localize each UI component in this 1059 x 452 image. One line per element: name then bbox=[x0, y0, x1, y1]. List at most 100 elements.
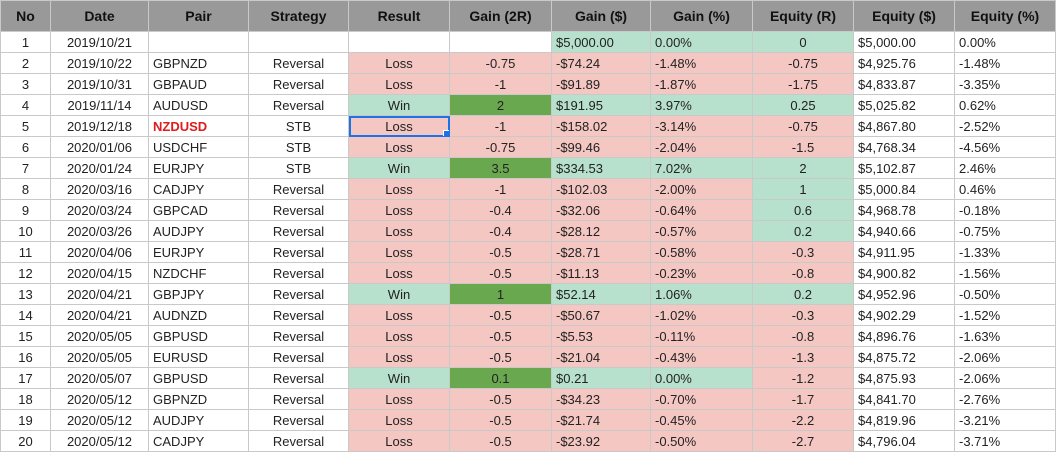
cell-equity-r[interactable]: 2 bbox=[752, 157, 854, 179]
cell-no[interactable]: 20 bbox=[0, 430, 51, 452]
cell-pair[interactable]: GBPUSD bbox=[148, 367, 249, 389]
cell-gain-pct[interactable]: -0.45% bbox=[650, 409, 753, 431]
fill-handle[interactable] bbox=[443, 130, 449, 136]
cell-date[interactable]: 2020/04/15 bbox=[50, 262, 149, 284]
col-header-equity-usd[interactable]: Equity ($) bbox=[853, 0, 955, 32]
cell-equity-usd[interactable]: $5,000.00 bbox=[853, 31, 955, 53]
cell-equity-pct[interactable]: 0.62% bbox=[954, 94, 1056, 116]
cell-equity-r[interactable]: -1.2 bbox=[752, 367, 854, 389]
cell-equity-usd[interactable]: $4,867.80 bbox=[853, 115, 955, 137]
cell-gain-r[interactable]: 3.5 bbox=[449, 157, 552, 179]
cell-equity-usd[interactable]: $4,896.76 bbox=[853, 325, 955, 347]
cell-result[interactable]: Loss bbox=[348, 388, 450, 410]
cell-gain-pct[interactable]: -0.43% bbox=[650, 346, 753, 368]
cell-result[interactable]: Win bbox=[348, 367, 450, 389]
cell-equity-usd[interactable]: $4,833.87 bbox=[853, 73, 955, 95]
cell-result[interactable]: Loss bbox=[348, 409, 450, 431]
cell-equity-r[interactable]: 0 bbox=[752, 31, 854, 53]
cell-gain-pct[interactable]: -1.02% bbox=[650, 304, 753, 326]
cell-gain-pct[interactable]: 7.02% bbox=[650, 157, 753, 179]
cell-gain-pct[interactable]: -0.57% bbox=[650, 220, 753, 242]
cell-gain-pct[interactable]: -0.23% bbox=[650, 262, 753, 284]
cell-equity-pct[interactable]: 0.00% bbox=[954, 31, 1056, 53]
cell-no[interactable]: 18 bbox=[0, 388, 51, 410]
cell-equity-r[interactable]: 0.2 bbox=[752, 220, 854, 242]
cell-gain-pct[interactable]: -3.14% bbox=[650, 115, 753, 137]
cell-pair[interactable]: NZDUSD bbox=[148, 115, 249, 137]
cell-gain-r[interactable]: -1 bbox=[449, 115, 552, 137]
cell-date[interactable]: 2020/03/16 bbox=[50, 178, 149, 200]
cell-gain-r[interactable]: -0.4 bbox=[449, 199, 552, 221]
cell-no[interactable]: 8 bbox=[0, 178, 51, 200]
cell-gain-usd[interactable]: -$32.06 bbox=[551, 199, 651, 221]
cell-equity-usd[interactable]: $5,000.84 bbox=[853, 178, 955, 200]
col-header-no[interactable]: No bbox=[0, 0, 51, 32]
cell-gain-usd[interactable]: -$11.13 bbox=[551, 262, 651, 284]
cell-pair[interactable]: USDCHF bbox=[148, 136, 249, 158]
cell-gain-pct[interactable]: -0.58% bbox=[650, 241, 753, 263]
cell-date[interactable]: 2020/05/05 bbox=[50, 325, 149, 347]
col-header-gain-r[interactable]: Gain (2R) bbox=[449, 0, 552, 32]
cell-gain-usd[interactable]: $191.95 bbox=[551, 94, 651, 116]
cell-date[interactable]: 2019/10/21 bbox=[50, 31, 149, 53]
cell-equity-usd[interactable]: $4,796.04 bbox=[853, 430, 955, 452]
cell-date[interactable]: 2020/04/21 bbox=[50, 283, 149, 305]
cell-pair[interactable]: CADJPY bbox=[148, 430, 249, 452]
cell-equity-pct[interactable]: -4.56% bbox=[954, 136, 1056, 158]
cell-no[interactable]: 1 bbox=[0, 31, 51, 53]
cell-pair[interactable]: EURJPY bbox=[148, 241, 249, 263]
cell-no[interactable]: 2 bbox=[0, 52, 51, 74]
cell-equity-pct[interactable]: -0.75% bbox=[954, 220, 1056, 242]
cell-result[interactable]: Loss bbox=[348, 73, 450, 95]
cell-strategy[interactable]: Reversal bbox=[248, 220, 349, 242]
cell-equity-pct[interactable]: -2.76% bbox=[954, 388, 1056, 410]
cell-equity-pct[interactable]: -1.33% bbox=[954, 241, 1056, 263]
cell-result[interactable]: Win bbox=[348, 283, 450, 305]
cell-equity-r[interactable]: -1.7 bbox=[752, 388, 854, 410]
cell-equity-usd[interactable]: $5,025.82 bbox=[853, 94, 955, 116]
cell-gain-usd[interactable]: -$102.03 bbox=[551, 178, 651, 200]
cell-equity-usd[interactable]: $4,925.76 bbox=[853, 52, 955, 74]
cell-gain-pct[interactable]: -0.11% bbox=[650, 325, 753, 347]
cell-date[interactable]: 2020/04/21 bbox=[50, 304, 149, 326]
cell-gain-r[interactable]: 2 bbox=[449, 94, 552, 116]
cell-gain-usd[interactable]: -$50.67 bbox=[551, 304, 651, 326]
cell-equity-pct[interactable]: -2.52% bbox=[954, 115, 1056, 137]
cell-gain-r[interactable]: -0.5 bbox=[449, 262, 552, 284]
cell-gain-pct[interactable]: -0.64% bbox=[650, 199, 753, 221]
cell-date[interactable]: 2020/05/12 bbox=[50, 409, 149, 431]
col-header-equity-r[interactable]: Equity (R) bbox=[752, 0, 854, 32]
cell-result[interactable]: Loss bbox=[348, 241, 450, 263]
cell-gain-r[interactable]: -0.5 bbox=[449, 388, 552, 410]
cell-date[interactable]: 2020/05/07 bbox=[50, 367, 149, 389]
cell-gain-usd[interactable]: -$34.23 bbox=[551, 388, 651, 410]
cell-equity-usd[interactable]: $4,902.29 bbox=[853, 304, 955, 326]
cell-no[interactable]: 7 bbox=[0, 157, 51, 179]
cell-date[interactable]: 2020/03/24 bbox=[50, 199, 149, 221]
cell-no[interactable]: 17 bbox=[0, 367, 51, 389]
cell-equity-usd[interactable]: $4,900.82 bbox=[853, 262, 955, 284]
cell-strategy[interactable]: Reversal bbox=[248, 304, 349, 326]
cell-no[interactable]: 13 bbox=[0, 283, 51, 305]
cell-equity-r[interactable]: -1.75 bbox=[752, 73, 854, 95]
cell-equity-usd[interactable]: $4,968.78 bbox=[853, 199, 955, 221]
cell-equity-pct[interactable]: -1.56% bbox=[954, 262, 1056, 284]
cell-gain-pct[interactable]: -1.48% bbox=[650, 52, 753, 74]
cell-result[interactable]: Win bbox=[348, 94, 450, 116]
cell-gain-r[interactable]: -0.5 bbox=[449, 346, 552, 368]
cell-equity-pct[interactable]: -1.63% bbox=[954, 325, 1056, 347]
cell-no[interactable]: 14 bbox=[0, 304, 51, 326]
cell-date[interactable]: 2019/10/22 bbox=[50, 52, 149, 74]
cell-gain-pct[interactable]: 1.06% bbox=[650, 283, 753, 305]
cell-equity-pct[interactable]: 0.46% bbox=[954, 178, 1056, 200]
cell-no[interactable]: 16 bbox=[0, 346, 51, 368]
cell-gain-usd[interactable]: -$5.53 bbox=[551, 325, 651, 347]
cell-pair[interactable]: CADJPY bbox=[148, 178, 249, 200]
cell-equity-usd[interactable]: $4,875.72 bbox=[853, 346, 955, 368]
cell-equity-usd[interactable]: $5,102.87 bbox=[853, 157, 955, 179]
cell-gain-pct[interactable]: -1.87% bbox=[650, 73, 753, 95]
cell-strategy[interactable]: Reversal bbox=[248, 430, 349, 452]
col-header-date[interactable]: Date bbox=[50, 0, 149, 32]
cell-pair[interactable]: GBPAUD bbox=[148, 73, 249, 95]
cell-equity-r[interactable]: -0.3 bbox=[752, 304, 854, 326]
